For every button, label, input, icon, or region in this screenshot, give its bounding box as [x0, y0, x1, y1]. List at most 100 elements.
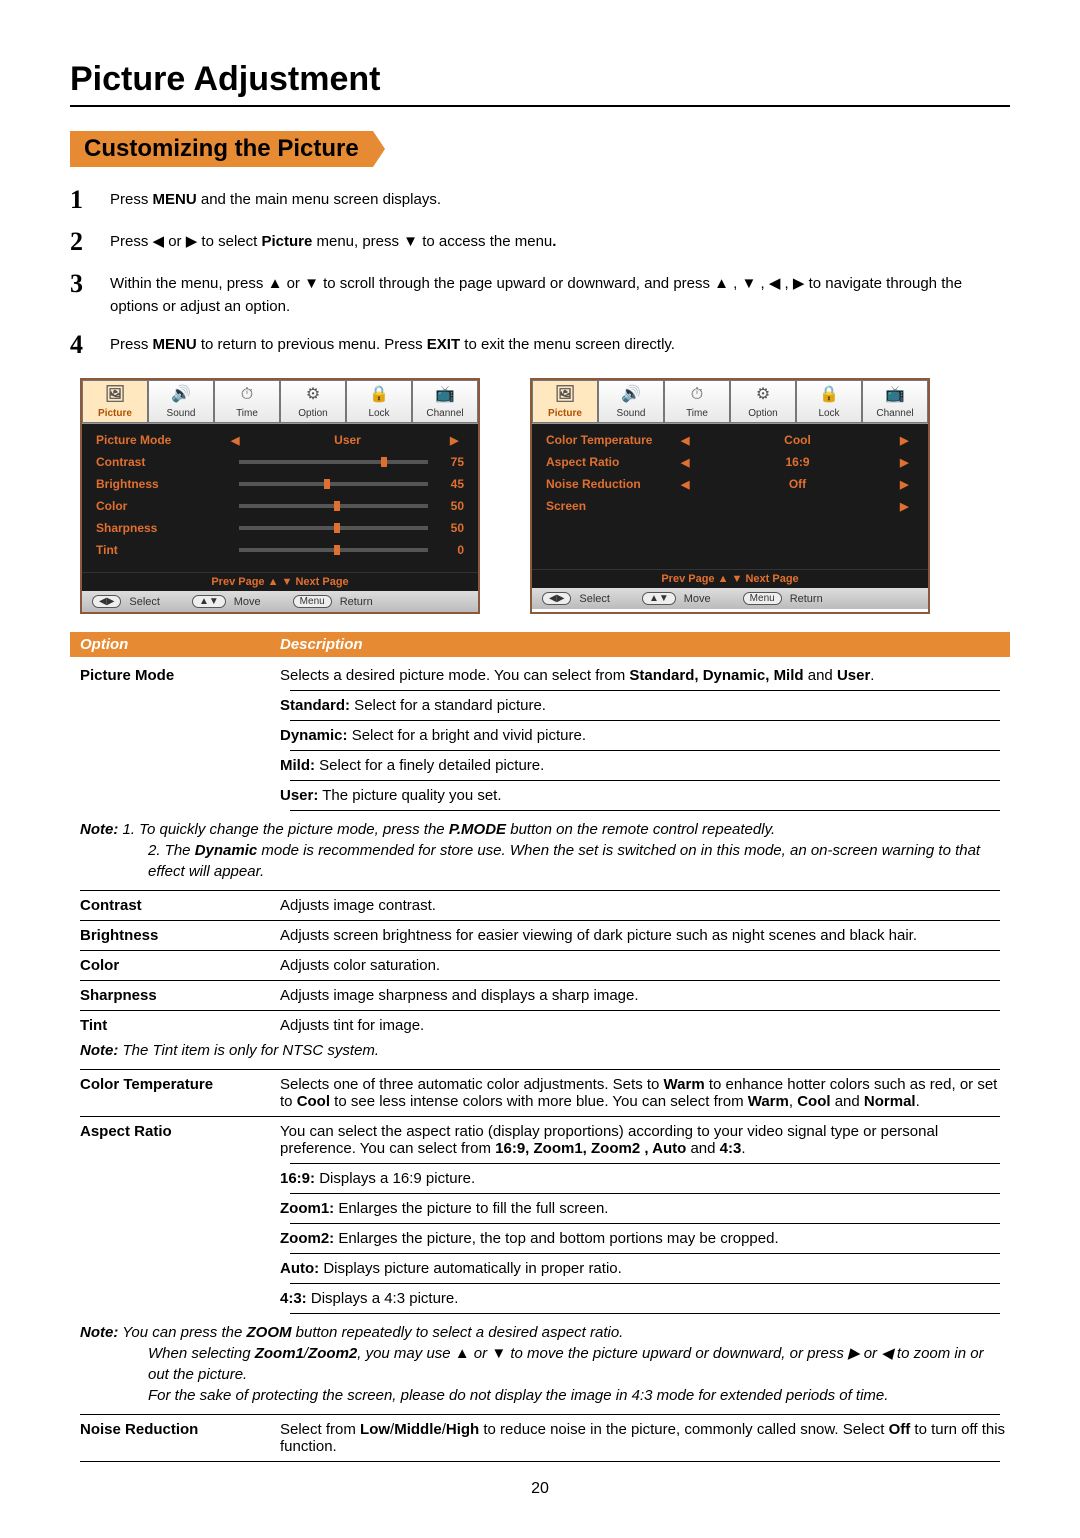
osd-value: Off — [695, 477, 900, 491]
osd-value: 16:9 — [695, 455, 900, 469]
option-desc: 16:9: Displays a 16:9 picture. — [280, 1170, 1010, 1187]
option-desc: Adjusts color saturation. — [280, 957, 1010, 974]
option-row: Zoom1: Enlarges the picture to fill the … — [70, 1200, 1010, 1217]
steps-list: 1 Press MENU and the main menu screen di… — [70, 185, 1010, 360]
option-desc: Adjusts tint for image. — [280, 1017, 1010, 1034]
osd-tab-channel[interactable]: 📺Channel — [412, 380, 478, 423]
tab-icon: ⏱ — [665, 382, 729, 408]
osd-tab-sound[interactable]: 🔊Sound — [148, 380, 214, 423]
arrow-left-icon[interactable]: ◀ — [681, 478, 695, 491]
footer-icon: Menu — [743, 592, 782, 605]
option-desc: User: The picture quality you set. — [280, 787, 1010, 804]
osd-value: 45 — [436, 477, 464, 491]
osd-tab-picture[interactable]: 🖼Picture — [82, 380, 148, 423]
osd-slider[interactable] — [239, 504, 428, 508]
step: 1 Press MENU and the main menu screen di… — [70, 185, 1010, 215]
arrow-right-icon[interactable]: ▶ — [900, 500, 914, 513]
osd-row[interactable]: Color 50 — [96, 498, 464, 514]
option-desc: Selects a desired picture mode. You can … — [280, 667, 1010, 684]
osd-tab-channel[interactable]: 📺Channel — [862, 380, 928, 423]
osd-tab-lock[interactable]: 🔒Lock — [346, 380, 412, 423]
option-row: Picture Mode Selects a desired picture m… — [70, 667, 1010, 684]
tab-icon: 🔊 — [599, 382, 663, 408]
options-table-body: Picture Mode Selects a desired picture m… — [70, 667, 1010, 1462]
osd-row[interactable]: Picture Mode ◀ User ▶ — [96, 432, 464, 448]
tab-icon: ⚙ — [281, 382, 345, 408]
arrow-right-icon[interactable]: ▶ — [450, 434, 464, 447]
option-desc: Select from Low/Middle/High to reduce no… — [280, 1421, 1010, 1455]
footer-label: Return — [790, 593, 823, 605]
footer-icon: ◀▶ — [542, 592, 571, 605]
step-number: 2 — [70, 227, 110, 257]
footer-icon: ▲▼ — [192, 595, 226, 608]
osd-label: Aspect Ratio — [546, 455, 681, 469]
arrow-left-icon[interactable]: ◀ — [231, 434, 245, 447]
page-title: Picture Adjustment — [70, 60, 1010, 107]
osd-value: 50 — [436, 521, 464, 535]
osd-tab-option[interactable]: ⚙Option — [280, 380, 346, 423]
osd-tab-time[interactable]: ⏱Time — [214, 380, 280, 423]
option-row: Mild: Select for a finely detailed pictu… — [70, 757, 1010, 774]
osd-tabs: 🖼Picture🔊Sound⏱Time⚙Option🔒Lock📺Channel — [82, 380, 478, 424]
osd-tab-picture[interactable]: 🖼Picture — [532, 380, 598, 423]
osd-tab-lock[interactable]: 🔒Lock — [796, 380, 862, 423]
osd-row[interactable]: Tint 0 — [96, 542, 464, 558]
option-row: Aspect Ratio You can select the aspect r… — [70, 1123, 1010, 1157]
osd-page-1: 🖼Picture🔊Sound⏱Time⚙Option🔒Lock📺Channel … — [80, 378, 480, 614]
step-number: 4 — [70, 330, 110, 360]
tab-icon: 📺 — [413, 382, 477, 408]
option-row: Brightness Adjusts screen brightness for… — [70, 927, 1010, 944]
option-label: Contrast — [70, 897, 280, 914]
arrow-left-icon[interactable]: ◀ — [681, 456, 695, 469]
arrow-right-icon[interactable]: ▶ — [900, 478, 914, 491]
osd-row[interactable]: Aspect Ratio ◀ 16:9 ▶ — [546, 454, 914, 470]
step: 3 Within the menu, press ▲ or ▼ to scrol… — [70, 269, 1010, 318]
option-row: Standard: Select for a standard picture. — [70, 697, 1010, 714]
option-desc: Adjusts image sharpness and displays a s… — [280, 987, 1010, 1004]
arrow-left-icon[interactable]: ◀ — [681, 434, 695, 447]
osd-footer: ◀▶Select▲▼MoveMenuReturn — [532, 588, 928, 609]
osd-slider[interactable] — [239, 548, 428, 552]
option-row: Contrast Adjusts image contrast. — [70, 897, 1010, 914]
option-desc: Standard: Select for a standard picture. — [280, 697, 1010, 714]
osd-tab-time[interactable]: ⏱Time — [664, 380, 730, 423]
osd-tab-sound[interactable]: 🔊Sound — [598, 380, 664, 423]
osd-slider[interactable] — [239, 482, 428, 486]
note: Note: The Tint item is only for NTSC sys… — [70, 1040, 1010, 1065]
option-row: Zoom2: Enlarges the picture, the top and… — [70, 1230, 1010, 1247]
osd-row[interactable]: Contrast 75 — [96, 454, 464, 470]
footer-label: Select — [579, 593, 610, 605]
option-desc: Dynamic: Select for a bright and vivid p… — [280, 727, 1010, 744]
arrow-right-icon[interactable]: ▶ — [900, 456, 914, 469]
osd-body: Color Temperature ◀ Cool ▶ Aspect Ratio … — [532, 424, 928, 569]
tab-icon: 🖼 — [83, 382, 147, 408]
osd-row[interactable]: Sharpness 50 — [96, 520, 464, 536]
osd-slider[interactable] — [239, 460, 428, 464]
option-label — [70, 1260, 280, 1277]
osd-row[interactable]: Screen ▶ — [546, 498, 914, 514]
step-number: 3 — [70, 269, 110, 318]
arrow-right-icon[interactable]: ▶ — [900, 434, 914, 447]
osd-label: Contrast — [96, 455, 231, 469]
option-label — [70, 727, 280, 744]
th-option: Option — [80, 636, 280, 653]
osd-label: Sharpness — [96, 521, 231, 535]
option-row: Color Adjusts color saturation. — [70, 957, 1010, 974]
option-row: 16:9: Displays a 16:9 picture. — [70, 1170, 1010, 1187]
osd-tab-option[interactable]: ⚙Option — [730, 380, 796, 423]
osd-row[interactable]: Brightness 45 — [96, 476, 464, 492]
option-label: Noise Reduction — [70, 1421, 280, 1455]
step-number: 1 — [70, 185, 110, 215]
option-row: User: The picture quality you set. — [70, 787, 1010, 804]
footer-label: Move — [234, 596, 261, 608]
option-desc: Zoom2: Enlarges the picture, the top and… — [280, 1230, 1010, 1247]
footer-icon: ▲▼ — [642, 592, 676, 605]
osd-label: Screen — [546, 499, 681, 513]
osd-slider[interactable] — [239, 526, 428, 530]
osd-body: Picture Mode ◀ User ▶ Contrast 75 Bright… — [82, 424, 478, 572]
osd-row[interactable]: Noise Reduction ◀ Off ▶ — [546, 476, 914, 492]
osd-row[interactable]: Color Temperature ◀ Cool ▶ — [546, 432, 914, 448]
footer-icon: ◀▶ — [92, 595, 121, 608]
tab-icon: ⏱ — [215, 382, 279, 408]
page-number: 20 — [70, 1480, 1010, 1498]
